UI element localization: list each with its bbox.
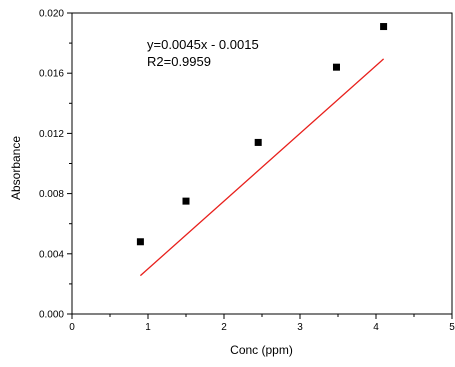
data-point — [332, 63, 340, 71]
y-tick-label: 0.004 — [39, 249, 64, 260]
fit-line-group — [139, 58, 385, 277]
fit-line — [139, 58, 385, 277]
y-axis-label: Absorbance — [9, 136, 23, 200]
plot-frame — [71, 12, 453, 315]
x-tick-label: 1 — [145, 322, 151, 333]
data-points — [136, 23, 388, 246]
x-tick-label: 5 — [449, 322, 455, 333]
y-tick-label: 0.008 — [39, 189, 64, 200]
x-ticks: 0 1 2 3 4 5 — [69, 314, 455, 333]
axes — [71, 12, 453, 315]
y-tick-label: 0.020 — [39, 9, 64, 20]
data-point — [380, 23, 388, 31]
y-tick-label: 0.012 — [39, 129, 64, 140]
y-ticks: 0.000 0.004 0.008 0.012 0.016 0.020 — [39, 9, 72, 321]
x-tick-label: 3 — [297, 322, 303, 333]
x-axis-label: Conc (ppm) — [230, 343, 293, 357]
y-tick-label: 0.016 — [39, 69, 64, 80]
data-point — [136, 238, 144, 246]
equation-annotation: y=0.0045x - 0.0015 — [147, 37, 259, 52]
x-tick-label: 0 — [69, 322, 75, 333]
x-tick-label: 2 — [221, 322, 227, 333]
data-point — [182, 197, 190, 205]
y-tick-label: 0.000 — [39, 310, 64, 321]
r2-annotation: R2=0.9959 — [147, 54, 211, 69]
x-tick-label: 4 — [373, 322, 379, 333]
data-point — [254, 138, 262, 146]
